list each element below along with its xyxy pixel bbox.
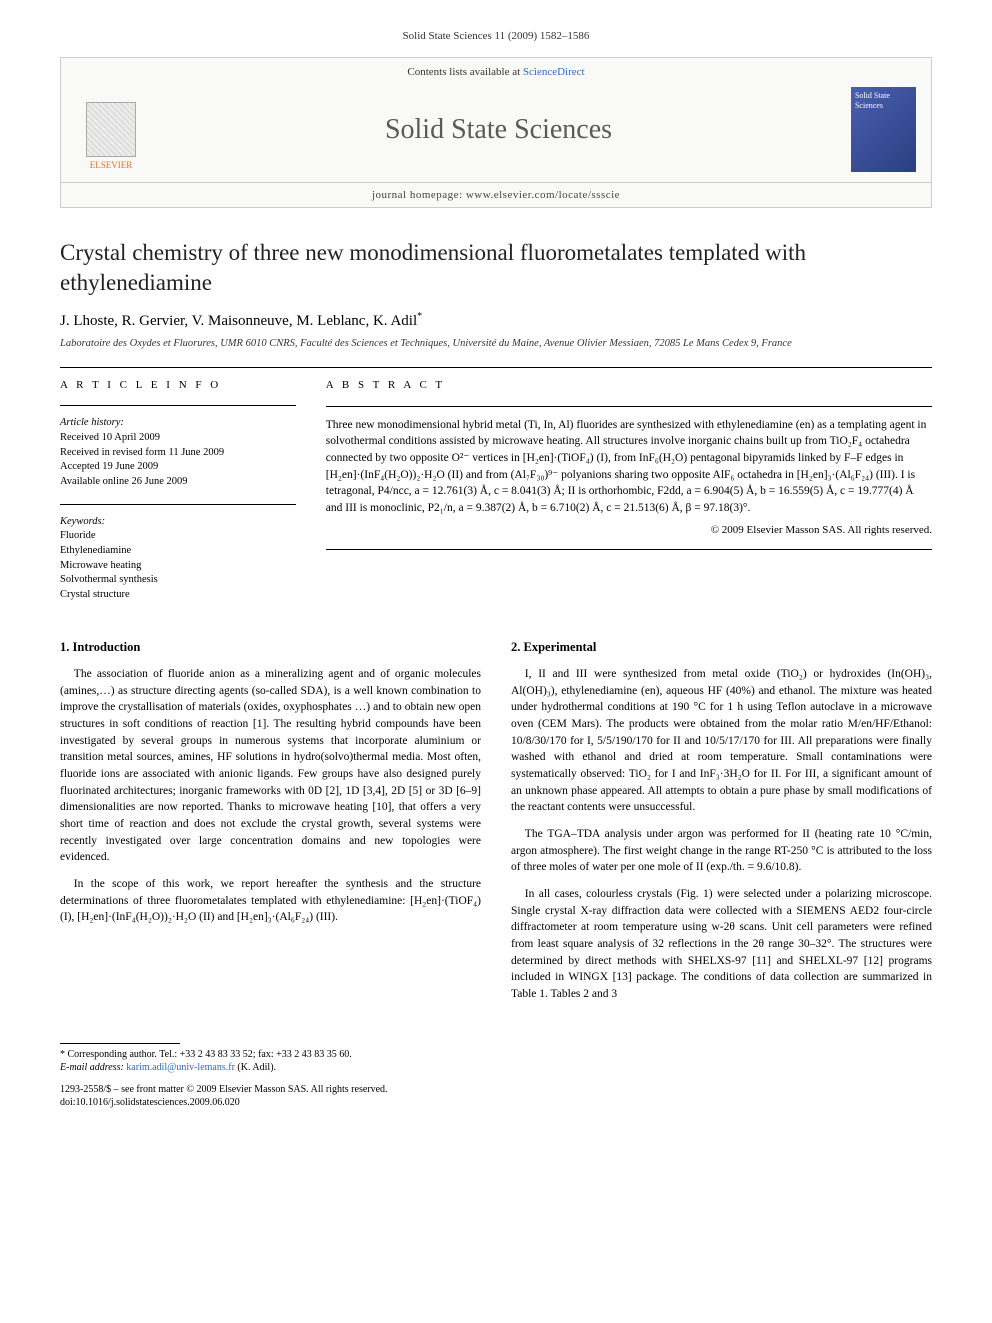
email-line: E-mail address: karim.adil@univ-lemans.f… [60,1061,479,1075]
exp-paragraph-3: In all cases, colourless crystals (Fig. … [511,886,932,1003]
article-info-column: A R T I C L E I N F O Article history: R… [60,378,296,603]
intro-paragraph-2: In the scope of this work, we report her… [60,876,481,926]
corresponding-footer: * Corresponding author. Tel.: +33 2 43 8… [60,1043,479,1110]
email-label: E-mail address: [60,1062,126,1073]
banner-contents-line: Contents lists available at ScienceDirec… [61,58,931,82]
keywords-label: Keywords: [60,515,296,530]
keyword: Fluoride [60,529,296,544]
corresponding-author-line: * Corresponding author. Tel.: +33 2 43 8… [60,1048,479,1062]
email-suffix: (K. Adil). [235,1062,276,1073]
issn-line: 1293-2558/$ – see front matter © 2009 El… [60,1083,479,1097]
doi-line: doi:10.1016/j.solidstatesciences.2009.06… [60,1096,479,1110]
footnote-rule [60,1043,180,1044]
history-label: Article history: [60,416,296,431]
sciencedirect-link[interactable]: ScienceDirect [523,66,585,78]
email-link[interactable]: karim.adil@univ-lemans.fr [126,1062,235,1073]
article-title: Crystal chemistry of three new monodimen… [60,238,932,298]
divider [60,367,932,368]
keyword: Ethylenediamine [60,544,296,559]
section-heading-experimental: 2. Experimental [511,638,932,656]
abstract-column: A B S T R A C T Three new monodimensiona… [326,378,932,603]
divider [326,406,932,407]
contents-prefix: Contents lists available at [407,66,522,78]
running-header: Solid State Sciences 11 (2009) 1582–1586 [60,30,932,42]
author-list: J. Lhoste, R. Gervier, V. Maisonneuve, M… [60,313,932,330]
divider [326,549,932,550]
abstract-text: Three new monodimensional hybrid metal (… [326,417,932,517]
intro-paragraph-1: The association of fluoride anion as a m… [60,666,481,866]
history-item: Received in revised form 11 June 2009 [60,446,296,461]
abstract-copyright: © 2009 Elsevier Masson SAS. All rights r… [326,523,932,539]
abstract-heading: A B S T R A C T [326,378,932,394]
journal-banner: Contents lists available at ScienceDirec… [60,57,932,208]
history-item: Accepted 19 June 2009 [60,460,296,475]
homepage-url: www.elsevier.com/locate/ssscie [466,189,620,201]
elsevier-logo: ELSEVIER [76,90,146,170]
journal-cover-thumbnail: Solid State Sciences [851,87,916,172]
elsevier-tree-icon [86,102,136,157]
history-item: Received 10 April 2009 [60,431,296,446]
exp-paragraph-1: I, II and III were synthesized from meta… [511,666,932,816]
keyword: Microwave heating [60,559,296,574]
exp-paragraph-2: The TGA–TDA analysis under argon was per… [511,826,932,876]
affiliation: Laboratoire des Oxydes et Fluorures, UMR… [60,338,932,349]
keyword: Solvothermal synthesis [60,573,296,588]
left-column: 1. Introduction The association of fluor… [60,638,481,1013]
authors-text: J. Lhoste, R. Gervier, V. Maisonneuve, M… [60,313,417,329]
article-info-heading: A R T I C L E I N F O [60,378,296,393]
section-heading-intro: 1. Introduction [60,638,481,656]
journal-title: Solid State Sciences [385,114,612,146]
right-column: 2. Experimental I, II and III were synth… [511,638,932,1013]
corresponding-mark: * [417,311,422,322]
history-item: Available online 26 June 2009 [60,475,296,490]
divider [60,405,296,406]
banner-homepage-line: journal homepage: www.elsevier.com/locat… [61,182,931,207]
keyword: Crystal structure [60,588,296,603]
homepage-prefix: journal homepage: [372,189,466,201]
divider [60,504,296,505]
elsevier-text: ELSEVIER [90,160,133,170]
